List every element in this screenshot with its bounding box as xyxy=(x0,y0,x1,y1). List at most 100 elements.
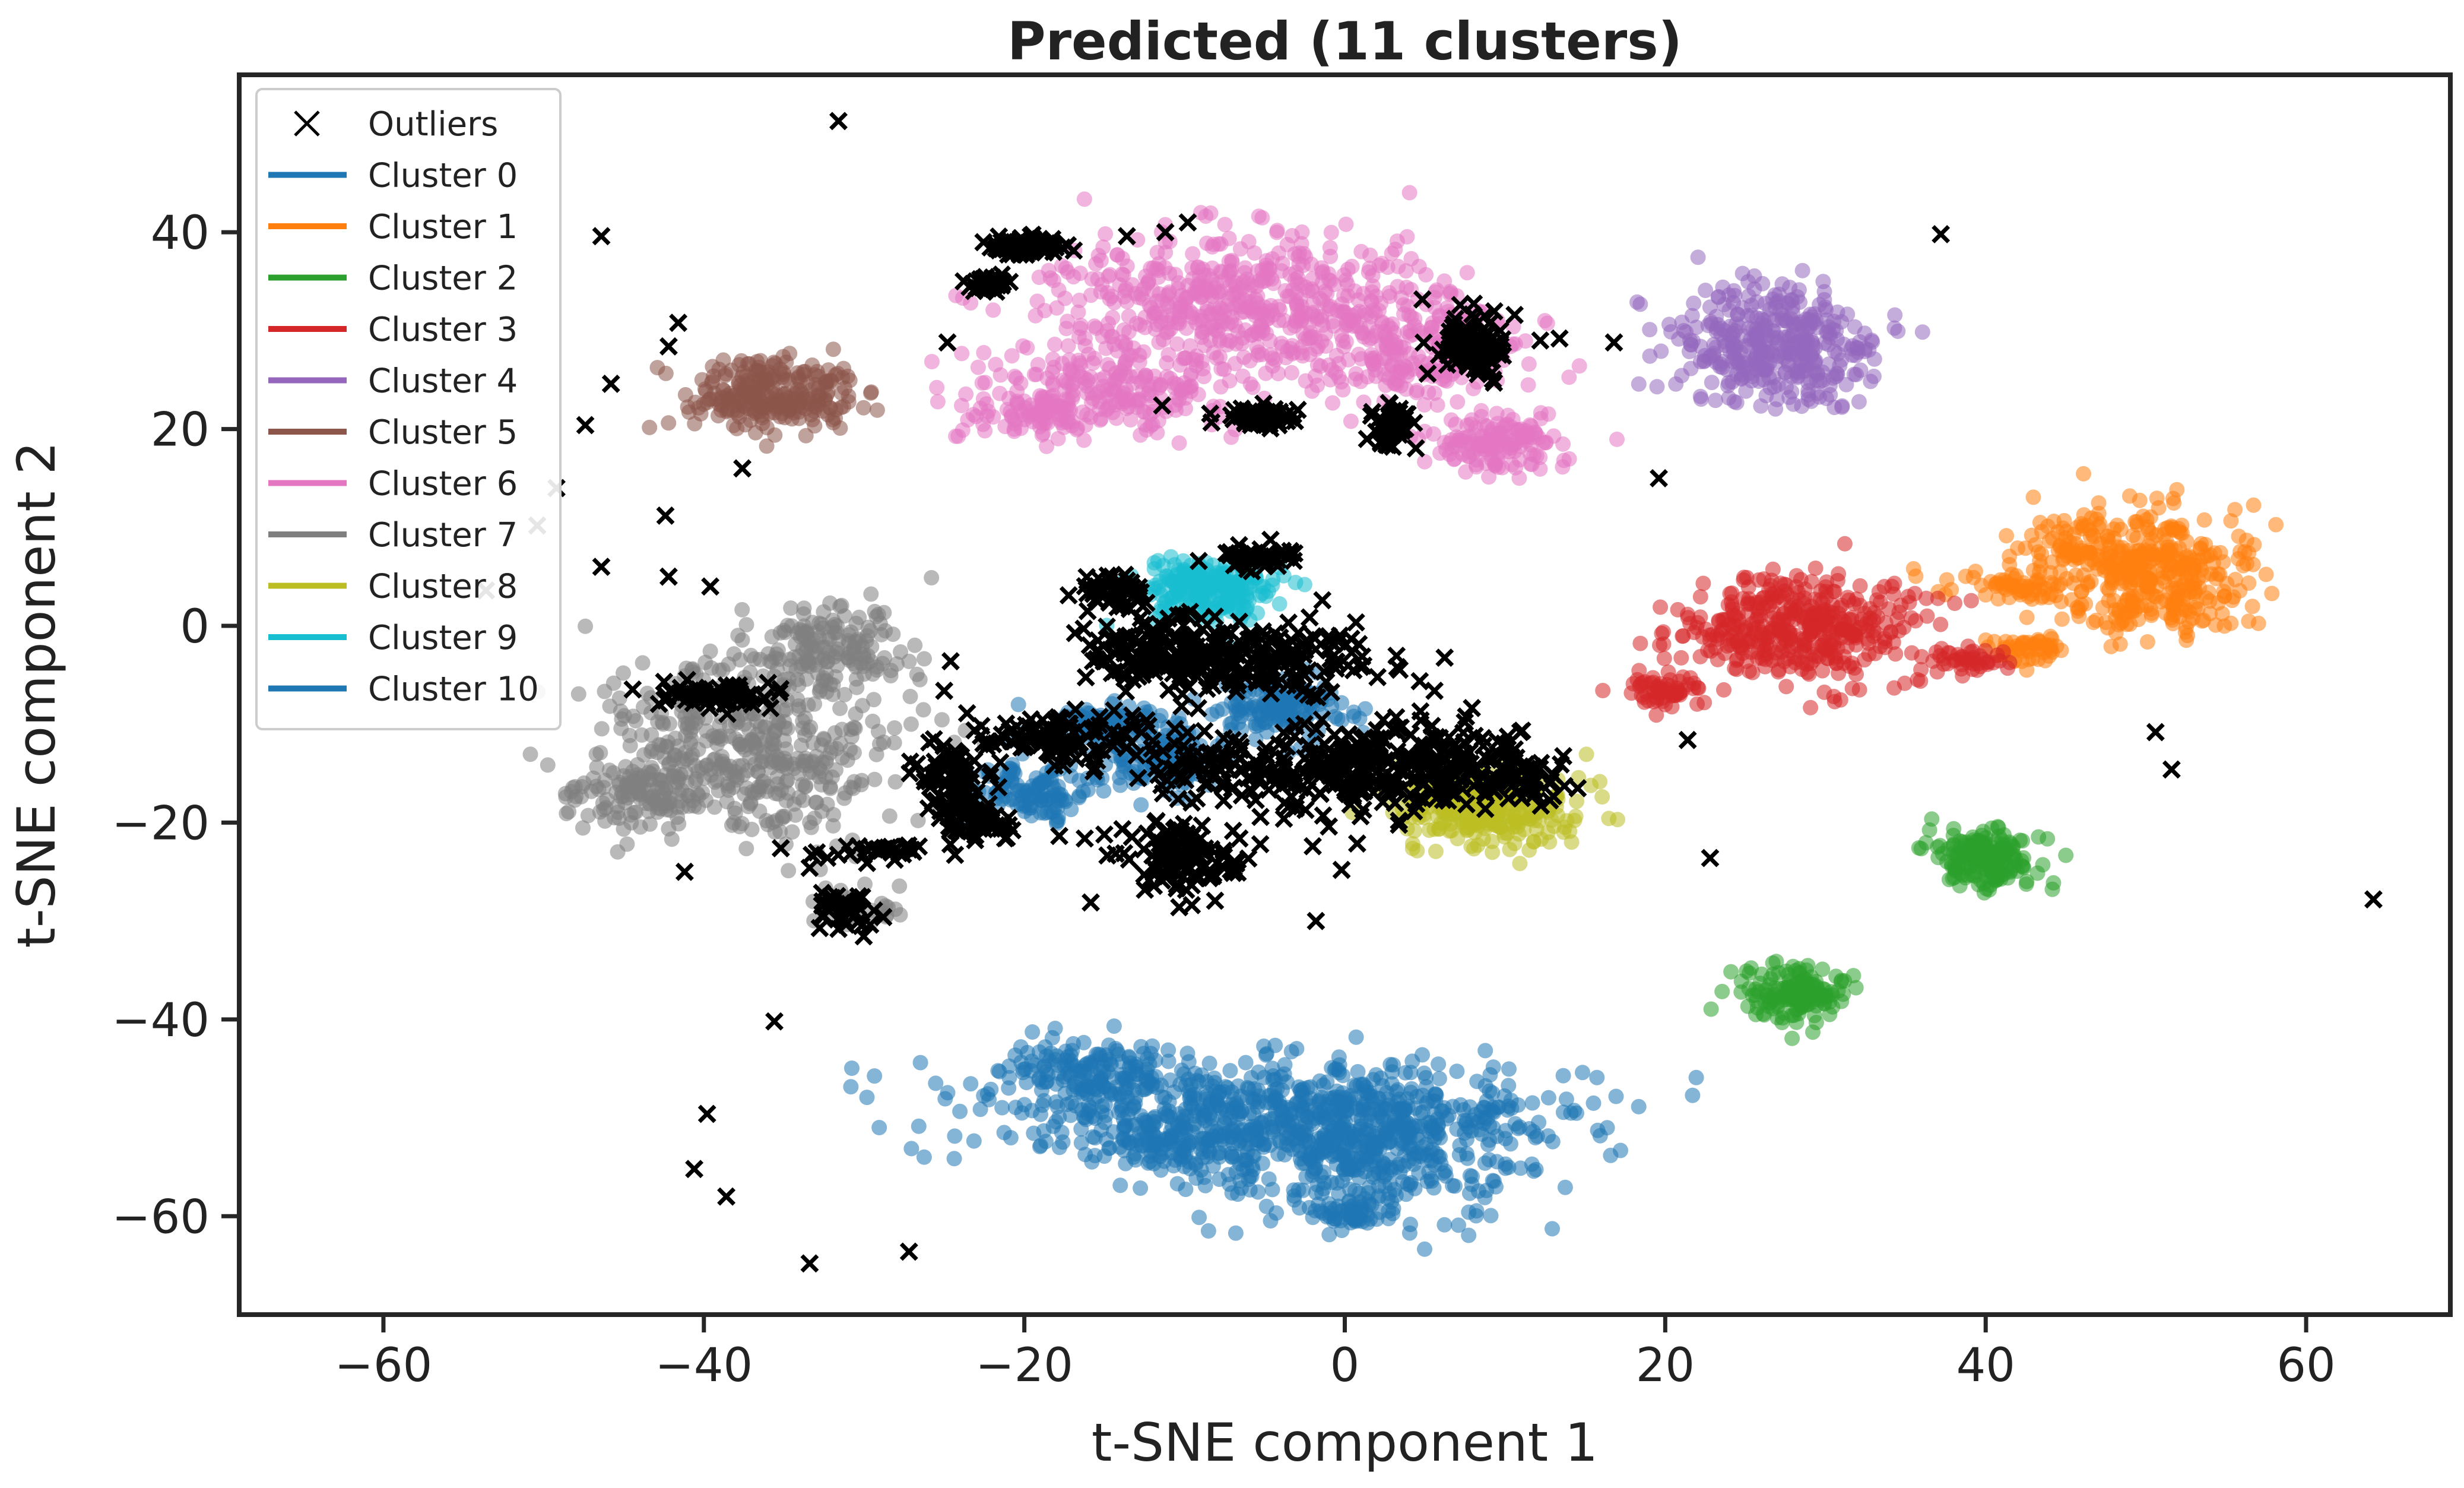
data-point xyxy=(832,701,848,716)
data-point xyxy=(1261,1088,1277,1103)
data-point xyxy=(2010,540,2026,556)
data-point xyxy=(1343,413,1359,429)
data-point xyxy=(1426,385,1442,401)
data-point xyxy=(2241,575,2257,591)
data-point xyxy=(1118,1073,1134,1089)
data-point xyxy=(2114,540,2130,556)
data-point xyxy=(1526,447,1542,463)
data-point xyxy=(788,807,804,823)
data-point xyxy=(1076,432,1092,448)
data-point xyxy=(806,735,821,751)
data-point xyxy=(1137,368,1153,384)
data-point xyxy=(1645,670,1661,686)
data-point xyxy=(1557,1179,1573,1195)
data-point xyxy=(1188,315,1204,331)
data-point xyxy=(1459,265,1475,281)
data-point xyxy=(1201,268,1217,284)
series-cluster-2 xyxy=(1703,811,2074,1046)
data-point xyxy=(1794,999,1810,1014)
data-point xyxy=(867,1068,883,1084)
data-point xyxy=(1282,1126,1298,1142)
data-point xyxy=(1642,348,1658,364)
data-point xyxy=(1848,366,1864,382)
data-point xyxy=(1500,407,1516,423)
data-point xyxy=(1316,1109,1332,1125)
data-point xyxy=(1685,1087,1701,1103)
data-point xyxy=(1851,682,1867,698)
data-point xyxy=(1537,313,1553,329)
data-point xyxy=(1649,379,1665,395)
data-point xyxy=(1764,610,1780,626)
data-point xyxy=(1262,261,1278,277)
data-point xyxy=(2029,865,2046,881)
data-point xyxy=(1449,1063,1465,1079)
data-point xyxy=(929,379,945,395)
data-point xyxy=(1158,245,1174,261)
data-point xyxy=(2215,554,2231,570)
data-point xyxy=(1048,1094,1064,1110)
data-point xyxy=(1031,1044,1047,1060)
data-point xyxy=(915,702,931,718)
data-point xyxy=(1058,373,1074,390)
data-point xyxy=(1299,1079,1315,1096)
data-point xyxy=(1169,1176,1185,1192)
data-point xyxy=(871,1120,887,1135)
data-point xyxy=(765,815,781,830)
data-point xyxy=(1807,561,1824,576)
data-point xyxy=(2177,624,2193,640)
data-point xyxy=(1479,1093,1495,1109)
data-point xyxy=(621,727,638,743)
data-point xyxy=(1045,376,1061,392)
data-point xyxy=(924,354,940,369)
data-point xyxy=(1947,596,1962,611)
data-point xyxy=(1723,964,1739,980)
data-point xyxy=(1146,1142,1162,1158)
data-point xyxy=(1886,680,1902,696)
data-point xyxy=(720,401,736,417)
data-point xyxy=(887,720,902,736)
data-point xyxy=(2166,495,2182,511)
data-point xyxy=(1352,320,1368,336)
data-point xyxy=(1648,707,1664,723)
data-point xyxy=(1423,1171,1439,1187)
data-point xyxy=(1093,411,1109,427)
data-point xyxy=(1228,1225,1244,1241)
data-point xyxy=(985,302,1001,318)
data-point xyxy=(1417,1241,1432,1257)
data-point xyxy=(1525,1123,1541,1139)
data-point xyxy=(1065,269,1082,285)
data-point xyxy=(1150,269,1166,285)
data-point xyxy=(2100,580,2116,596)
data-point xyxy=(1526,1163,1542,1179)
data-point xyxy=(1037,395,1053,411)
data-point xyxy=(1512,1160,1528,1176)
data-point xyxy=(784,411,800,427)
data-point xyxy=(1179,1046,1195,1061)
data-point xyxy=(1479,1111,1495,1127)
data-point xyxy=(1958,568,1974,584)
data-point xyxy=(2054,611,2070,627)
data-point xyxy=(1640,693,1656,709)
data-point xyxy=(1335,382,1351,398)
data-point xyxy=(991,1063,1007,1079)
data-point xyxy=(1228,1164,1244,1180)
data-point xyxy=(1283,341,1298,357)
data-point xyxy=(1743,297,1759,314)
data-point xyxy=(1683,337,1699,353)
data-point xyxy=(1431,1071,1447,1087)
data-point xyxy=(1188,286,1204,302)
data-point xyxy=(1045,1118,1061,1134)
data-point xyxy=(1590,1122,1606,1138)
data-point xyxy=(1928,644,1944,660)
data-point xyxy=(2148,527,2164,543)
data-point xyxy=(2129,514,2145,530)
data-point xyxy=(1751,572,1767,588)
data-point xyxy=(1395,1116,1411,1132)
data-point xyxy=(1703,1001,1719,1017)
data-point xyxy=(1166,375,1182,391)
data-point xyxy=(1693,391,1709,407)
series-cluster-0 xyxy=(843,1018,1704,1257)
data-point xyxy=(1445,1177,1461,1193)
data-point xyxy=(1741,981,1757,996)
